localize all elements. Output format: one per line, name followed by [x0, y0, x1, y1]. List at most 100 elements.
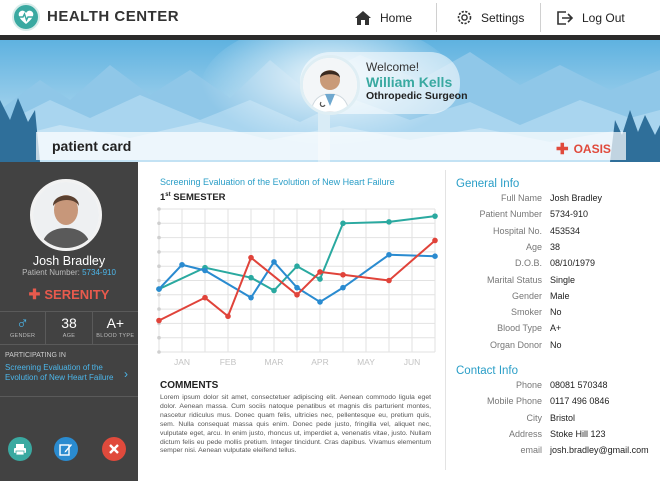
print-button[interactable]: [8, 437, 32, 461]
data-point: [294, 263, 300, 269]
heart-logo-icon: [12, 3, 40, 31]
info-row: Age 38: [450, 242, 660, 256]
info-label: City: [526, 412, 543, 423]
comments-title: COMMENTS: [160, 380, 219, 391]
nav-home[interactable]: Home: [354, 0, 412, 35]
info-label: Marital Status: [486, 274, 542, 285]
info-label: Gender: [511, 290, 542, 301]
chevron-right-icon[interactable]: ›: [124, 367, 128, 381]
x-tick-label: FEB: [220, 357, 237, 367]
info-label: Organ Donor: [489, 339, 542, 350]
info-row: Hospital No. 453534: [450, 226, 660, 240]
patient-plan: ✚ SERENITY: [0, 286, 138, 303]
org-badge: ✚ OASIS: [556, 140, 611, 158]
data-point: [317, 276, 323, 282]
info-row: Mobile Phone 0117 496 0846: [450, 396, 660, 410]
axis-dot: [157, 221, 161, 226]
nav-settings-label: Settings: [481, 10, 525, 25]
home-icon: [354, 10, 372, 26]
nav-divider: [436, 3, 437, 32]
info-label: Address: [508, 428, 542, 439]
org-name: OASIS: [573, 142, 611, 156]
data-point: [271, 259, 277, 265]
blood-type-label: BLOOD TYPE: [96, 333, 135, 339]
male-icon: ♂: [16, 314, 30, 333]
data-point: [248, 274, 254, 281]
info-value: Male: [550, 290, 570, 301]
info-label: Blood Type: [497, 323, 542, 334]
brand-name: HEALTH CENTER: [47, 8, 180, 25]
info-row: Blood Type A+: [450, 323, 660, 337]
nav-logout-label: Log Out: [582, 10, 625, 25]
info-label: email: [520, 445, 542, 456]
info-label: D.O.B.: [514, 258, 542, 269]
gender-stat: ♂ GENDER: [0, 312, 47, 344]
column-divider: [445, 170, 446, 470]
info-label: Age: [525, 241, 542, 252]
data-point: [202, 267, 208, 274]
nav-home-label: Home: [380, 10, 413, 25]
patient-sidebar: Josh Bradley Patient Number: 5734-910 ✚ S…: [0, 162, 138, 481]
info-value: Josh Bradley: [550, 193, 603, 203]
axis-dot: [157, 235, 161, 240]
nav-settings[interactable]: Settings: [456, 0, 524, 35]
welcome-text: Welcome! William Kells Othropedic Surgeo…: [366, 60, 468, 102]
info-value: A+: [550, 323, 562, 334]
data-point: [432, 253, 438, 259]
info-row: Patient Number 5734-910: [450, 209, 660, 223]
series-line-1: [158, 253, 436, 304]
data-point: [202, 294, 208, 301]
patient-plan-name: SERENITY: [44, 287, 110, 302]
data-point: [340, 220, 346, 227]
chart-subtitle-sup: st: [165, 192, 171, 198]
info-row: Marital Status Single: [450, 275, 660, 289]
chart-title: Screening Evaluation of the Evolution of…: [160, 177, 395, 187]
patient-card-title: patient card: [52, 138, 132, 154]
info-value: 453534: [550, 225, 581, 236]
data-point: [386, 219, 392, 225]
x-tick-label: APR: [311, 357, 328, 367]
blood-type-value: A+: [106, 315, 125, 331]
info-value: No: [550, 307, 562, 318]
doctor-title: Othropedic Surgeon: [366, 90, 468, 102]
data-point: [386, 277, 392, 284]
header-bottom-bar: [0, 35, 660, 40]
patient-number: Patient Number: 5734-910: [0, 268, 138, 277]
info-row: Address Stoke Hill 123: [450, 429, 660, 443]
x-tick-label: MAY: [357, 357, 375, 367]
nav-divider: [540, 3, 541, 32]
axis-dot: [157, 335, 161, 340]
edit-button[interactable]: [54, 437, 78, 461]
patient-stats: ♂ GENDER 38 AGE A+ BLOOD TYPE: [0, 311, 138, 345]
axis-dot: [157, 207, 161, 211]
edit-icon: [59, 444, 72, 456]
medical-cross-icon: ✚: [556, 141, 569, 158]
info-label: Mobile Phone: [486, 396, 542, 407]
patient-number-label: Patient Number:: [22, 268, 80, 277]
info-row: City Bristol: [450, 413, 660, 427]
welcome-greeting: Welcome!: [366, 60, 420, 74]
info-value: 5734-910: [550, 209, 589, 220]
delete-button[interactable]: [102, 437, 126, 461]
info-value: Bristol: [550, 412, 576, 423]
study-link[interactable]: Screening Evaluation of the Evolution of…: [5, 363, 114, 382]
doctor-name: William Kells: [366, 74, 453, 90]
comments-body: Lorem ipsum dolor sit amet, consectetuer…: [160, 394, 431, 455]
nav-logout[interactable]: Log Out: [556, 0, 625, 35]
data-point: [432, 213, 438, 219]
x-tick-label: JUN: [404, 357, 421, 367]
patient-avatar: [30, 179, 102, 251]
info-row: Gender Male: [450, 291, 660, 305]
info-value: Stoke Hill 123: [550, 428, 606, 439]
age-stat: 38 AGE: [46, 312, 93, 344]
data-point: [340, 271, 346, 278]
info-value: 08081 570348: [550, 380, 608, 390]
patient-card-bar: [36, 132, 626, 160]
axis-dot: [157, 307, 161, 311]
medical-cross-icon: ✚: [28, 286, 41, 302]
doctor-avatar: [300, 55, 360, 115]
axis-dot: [157, 264, 161, 268]
axis-dot: [157, 350, 161, 354]
patient-name: Josh Bradley: [32, 254, 106, 268]
data-point: [294, 284, 300, 291]
